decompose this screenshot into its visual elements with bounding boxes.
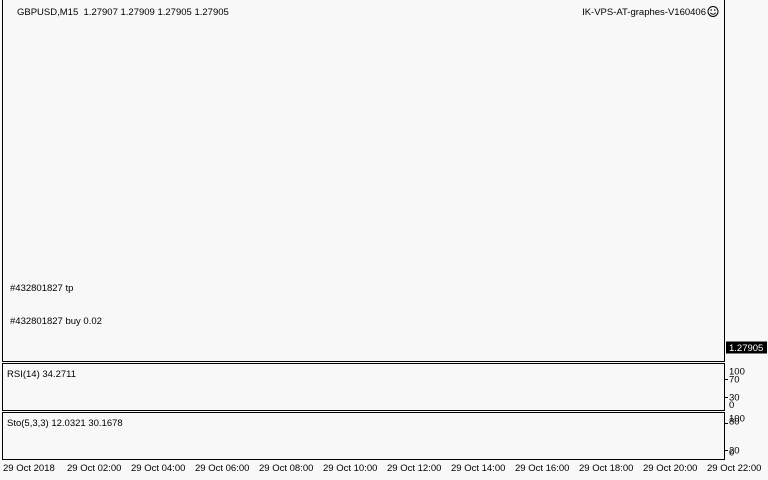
current-price-badge: 1.27905: [726, 341, 767, 354]
expert-label: IK-VPS-AT-graphes-V160406: [582, 7, 706, 18]
main-pane-frame[interactable]: [2, 0, 725, 362]
stochastic-axis-label: 0: [729, 448, 734, 459]
stochastic-axis: 100 80 20 0: [724, 414, 745, 459]
rsi-axis-label: 0: [729, 400, 734, 411]
price-axis-label: 1.27885: [729, 0, 763, 3]
current-price-value: 1.27905: [729, 343, 763, 354]
rsi-label: RSI(14) 34.2711: [7, 369, 76, 380]
stochastic-axis-label: 20: [729, 446, 740, 457]
price-axis[interactable]: 1.28535 1.28470 1.28405 1.28340 1.28275 …: [726, 0, 767, 354]
time-axis-label: 29 Oct 18:00: [579, 463, 633, 474]
time-axis-label: 29 Oct 16:00: [515, 463, 569, 474]
time-axis-label: 29 Oct 10:00: [323, 463, 377, 474]
time-axis-label: 29 Oct 20:00: [643, 463, 697, 474]
symbol-info: GBPUSD,M15 1.27907 1.27909 1.27905 1.279…: [17, 7, 229, 18]
stochastic-axis-label: 80: [729, 417, 740, 428]
price-axis-label: 1.28470: [729, 0, 763, 3]
price-axis-label: 1.28535: [729, 0, 763, 3]
rsi-pane[interactable]: RSI(14) 34.2711 100 70 30 0: [2, 363, 745, 412]
stochastic-axis-label: 100: [729, 414, 745, 425]
stochastic-pane[interactable]: Sto(5,3,3) 12.0321 30.1678 100 80 20 0: [2, 412, 745, 460]
price-axis-label: 1.28405: [729, 0, 763, 3]
time-axis-label: 29 Oct 06:00: [195, 463, 249, 474]
time-axis-label: 29 Oct 08:00: [259, 463, 313, 474]
stochastic-label: Sto(5,3,3) 12.0321 30.1678: [7, 418, 123, 429]
rsi-axis-label: 100: [729, 367, 745, 378]
rsi-axis-label: 30: [729, 393, 740, 404]
rsi-axis: 100 70 30 0: [724, 367, 745, 411]
order-buy-label: #432801827 buy 0.02: [10, 316, 102, 327]
price-axis-label: 1.28145: [729, 0, 763, 3]
price-axis-label: 1.28210: [729, 0, 763, 3]
price-axis-label: 1.28275: [729, 0, 763, 3]
time-axis[interactable]: 29 Oct 2018 29 Oct 02:00 29 Oct 04:00 29…: [3, 463, 761, 474]
time-axis-label: 29 Oct 02:00: [67, 463, 121, 474]
main-chart-pane[interactable]: GBPUSD,M15 1.27907 1.27909 1.27905 1.279…: [2, 0, 725, 362]
time-axis-label: 29 Oct 2018: [3, 463, 55, 474]
price-axis-label: 1.28015: [729, 0, 763, 3]
rsi-axis-label: 70: [729, 375, 740, 386]
smiley-icon[interactable]: [707, 6, 719, 17]
time-axis-label: 29 Oct 14:00: [451, 463, 505, 474]
time-axis-label: 29 Oct 04:00: [131, 463, 185, 474]
stochastic-pane-frame[interactable]: [2, 412, 725, 460]
price-axis-label: 1.28340: [729, 0, 763, 3]
time-axis-label: 29 Oct 12:00: [387, 463, 441, 474]
order-tp-label: #432801827 tp: [10, 283, 73, 294]
price-axis-label: 1.28080: [729, 0, 763, 3]
time-axis-label: 29 Oct 22:00: [707, 463, 761, 474]
price-axis-label: 1.27950: [729, 0, 763, 3]
rsi-pane-frame[interactable]: [2, 363, 725, 411]
